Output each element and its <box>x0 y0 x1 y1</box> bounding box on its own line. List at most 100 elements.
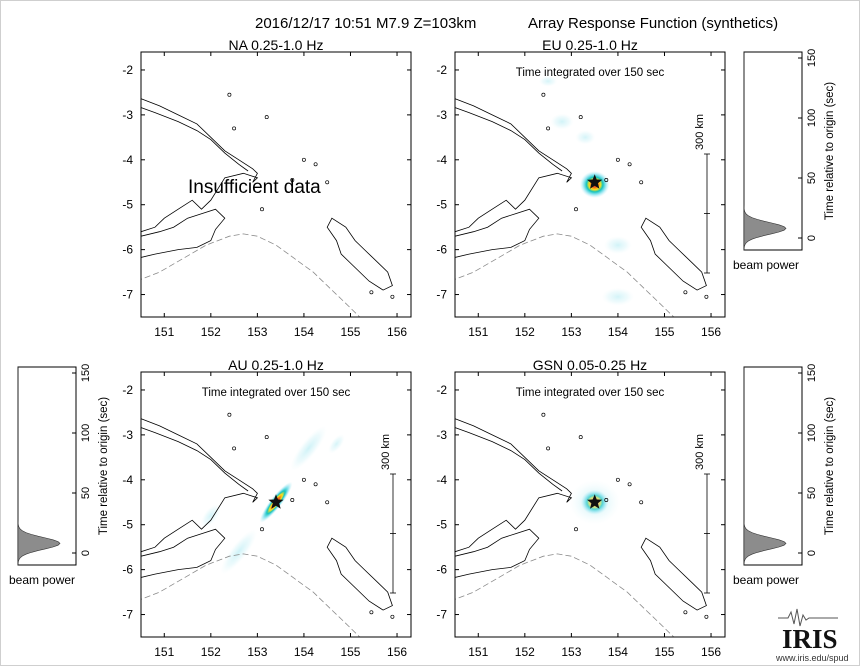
islet <box>390 614 395 619</box>
coastline <box>455 107 563 172</box>
y-tick-label: -3 <box>436 108 447 122</box>
beam-response-blob <box>550 113 574 130</box>
beam-tick-label: 50 <box>806 172 818 184</box>
map-frame <box>454 51 726 318</box>
insufficient-data-note: Insufficient data <box>188 177 321 198</box>
coastline <box>141 98 259 233</box>
x-tick-label: 155 <box>654 325 674 339</box>
islet <box>390 294 395 299</box>
islet <box>546 446 551 451</box>
islet <box>639 500 644 505</box>
beam-response-blob <box>290 425 327 471</box>
islet <box>232 126 237 131</box>
x-tick-label: 154 <box>294 645 314 659</box>
y-tick-label: -2 <box>436 383 447 397</box>
beam-power-frame <box>743 366 803 566</box>
y-tick-label: -6 <box>436 563 447 577</box>
y-tick-label: -6 <box>122 563 133 577</box>
x-tick-label: 152 <box>201 645 221 659</box>
trench-line <box>141 553 361 637</box>
coastline <box>141 427 249 492</box>
islet <box>627 482 632 487</box>
y-tick-label: -3 <box>122 108 133 122</box>
iris-logo: IRIS www.iris.edu/spud <box>775 608 849 663</box>
islet <box>232 446 237 451</box>
x-tick-label: 152 <box>201 325 221 339</box>
beam-power-histogram <box>743 367 787 566</box>
islet <box>264 435 269 440</box>
beam-response-blob <box>601 287 635 306</box>
scalebar-label: 300 km <box>380 434 392 470</box>
x-tick-label: 156 <box>701 325 721 339</box>
beam-power-au: 0 50 100 150 Time relative to origin (sec) be… <box>9 364 110 587</box>
islet <box>541 412 546 417</box>
coastline-bougainville <box>640 217 707 291</box>
islet <box>301 157 306 162</box>
beam-power-label: beam power <box>733 258 799 272</box>
islet <box>325 500 330 505</box>
islet <box>227 412 232 417</box>
beam-axis-label: Time relative to origin (sec) <box>824 82 836 220</box>
y-tick-label: -7 <box>122 608 133 622</box>
islet <box>578 435 583 440</box>
trench-line <box>455 233 675 317</box>
panel-title: GSN 0.05-0.25 Hz <box>533 357 647 373</box>
coastline <box>455 427 563 492</box>
coastline-bougainville <box>326 217 393 291</box>
y-tick-label: -7 <box>122 288 133 302</box>
x-tick-label: 154 <box>608 325 628 339</box>
coastline <box>455 98 573 233</box>
beam-response-blob <box>603 236 632 255</box>
x-tick-label: 156 <box>701 645 721 659</box>
coastline-bougainville <box>640 537 707 611</box>
iris-logo-url: www.iris.edu/spud <box>775 653 849 663</box>
y-tick-label: -2 <box>436 63 447 77</box>
beam-tick-label: 150 <box>806 49 818 67</box>
x-tick-label: 152 <box>515 325 535 339</box>
y-tick-label: -3 <box>436 428 447 442</box>
x-tick-label: 156 <box>387 645 407 659</box>
y-tick-label: -3 <box>122 428 133 442</box>
coastline <box>455 418 573 553</box>
map-content <box>455 75 709 317</box>
islet <box>325 180 330 185</box>
x-tick-label: 154 <box>294 325 314 339</box>
map-panel-gsn: 151 152 153 154 155 156 -2 -3 -4 -5 -6 -7 GSN 0.05-0… <box>436 357 726 659</box>
y-tick-label: -5 <box>122 198 133 212</box>
panel-subtitle: Time integrated over 150 sec <box>202 387 351 399</box>
islet <box>313 482 318 487</box>
beam-tick-label: 0 <box>806 550 818 556</box>
y-tick-label: -5 <box>436 518 447 532</box>
scalebar-label: 300 km <box>694 114 706 150</box>
islet <box>264 115 269 120</box>
coastline-bougainville <box>326 537 393 611</box>
x-tick-label: 153 <box>561 325 581 339</box>
islet <box>541 92 546 97</box>
islet <box>683 290 688 295</box>
islet <box>369 290 374 295</box>
y-tick-label: -6 <box>122 243 133 257</box>
y-tick-label: -7 <box>436 608 447 622</box>
beam-power-gsn: 0 50 100 150 Time relative to origin (sec) be… <box>733 364 836 587</box>
y-tick-label: -4 <box>436 473 447 487</box>
panel-title: AU 0.25-1.0 Hz <box>228 357 324 373</box>
event-title: 2016/12/17 10:51 M7.9 Z=103km <box>255 15 476 32</box>
beam-axis-label: Time relative to origin (sec) <box>98 397 110 535</box>
x-tick-label: 151 <box>468 325 488 339</box>
coastline <box>141 418 259 553</box>
islet <box>574 207 578 212</box>
map-panel-au: 151 152 153 154 155 156 -2 -3 -4 -5 -6 -7 AU 0.25-1.… <box>122 357 412 659</box>
beam-power-histogram <box>17 367 61 566</box>
map-panel-eu: 151 152 153 154 155 156 -2 -3 -4 -5 -6 -7 EU 0.25-1.… <box>436 37 726 339</box>
islet <box>313 162 318 167</box>
map-frame <box>140 51 412 318</box>
beam-tick-label: 100 <box>80 424 92 442</box>
beam-tick-label: 0 <box>806 235 818 241</box>
islet <box>704 614 709 619</box>
coastline <box>455 208 540 258</box>
x-tick-label: 155 <box>340 325 360 339</box>
map-panel-na: 151 152 153 154 155 156 -2 -3 -4 -5 -6 -7 NA 0.25-1.… <box>122 37 412 339</box>
coastline <box>455 528 540 578</box>
x-tick-label: 154 <box>608 645 628 659</box>
x-tick-label: 153 <box>247 645 267 659</box>
